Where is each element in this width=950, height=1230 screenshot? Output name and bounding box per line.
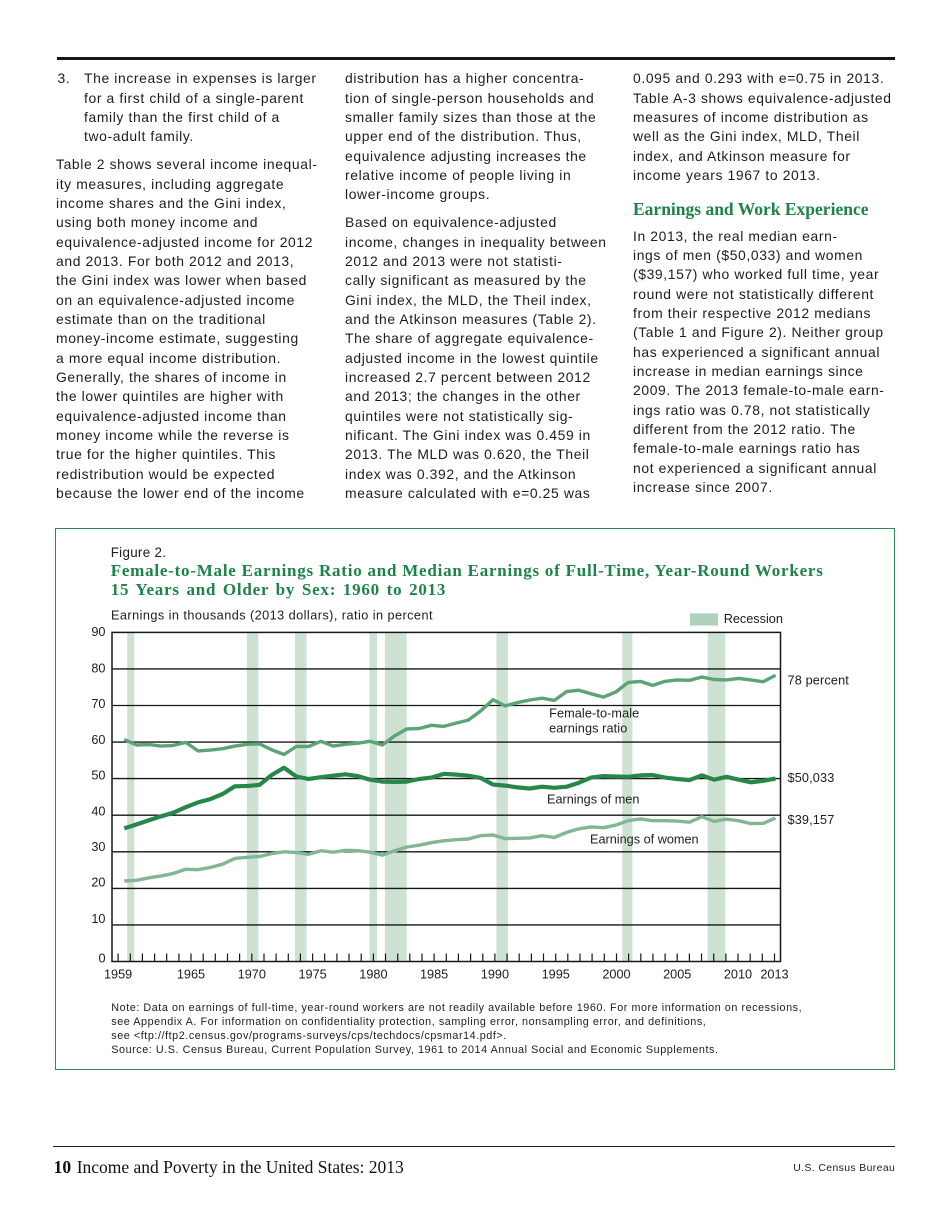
svg-text:1990: 1990: [481, 968, 509, 982]
svg-text:1980: 1980: [359, 968, 387, 982]
svg-text:1975: 1975: [298, 968, 326, 982]
svg-text:1959: 1959: [104, 968, 132, 982]
svg-text:78 percent: 78 percent: [788, 673, 850, 687]
svg-text:60: 60: [91, 733, 105, 747]
svg-text:1985: 1985: [420, 968, 448, 982]
svg-text:0: 0: [98, 952, 105, 966]
svg-text:1995: 1995: [542, 968, 570, 982]
svg-text:earnings ratio: earnings ratio: [549, 721, 627, 735]
svg-text:50: 50: [91, 769, 105, 783]
svg-text:80: 80: [91, 661, 105, 675]
svg-text:1965: 1965: [177, 968, 205, 982]
svg-text:Earnings of women: Earnings of women: [590, 832, 699, 846]
svg-text:90: 90: [91, 625, 105, 639]
svg-text:Female-to-male: Female-to-male: [549, 706, 639, 720]
svg-text:1970: 1970: [238, 968, 266, 982]
svg-text:30: 30: [91, 840, 105, 854]
svg-text:$50,033: $50,033: [788, 771, 835, 785]
svg-text:2005: 2005: [663, 968, 691, 982]
svg-text:2010: 2010: [724, 968, 752, 982]
svg-text:70: 70: [91, 697, 105, 711]
svg-text:Earnings of men: Earnings of men: [547, 793, 639, 807]
svg-text:2000: 2000: [602, 968, 630, 982]
svg-text:10: 10: [91, 912, 105, 926]
svg-text:Earnings in thousands (2013 do: Earnings in thousands (2013 dollars), ra…: [111, 609, 433, 623]
svg-text:Recession: Recession: [724, 612, 783, 626]
svg-text:20: 20: [91, 876, 105, 890]
svg-text:$39,157: $39,157: [788, 813, 835, 827]
svg-text:2013: 2013: [760, 968, 788, 982]
svg-text:40: 40: [91, 804, 105, 818]
